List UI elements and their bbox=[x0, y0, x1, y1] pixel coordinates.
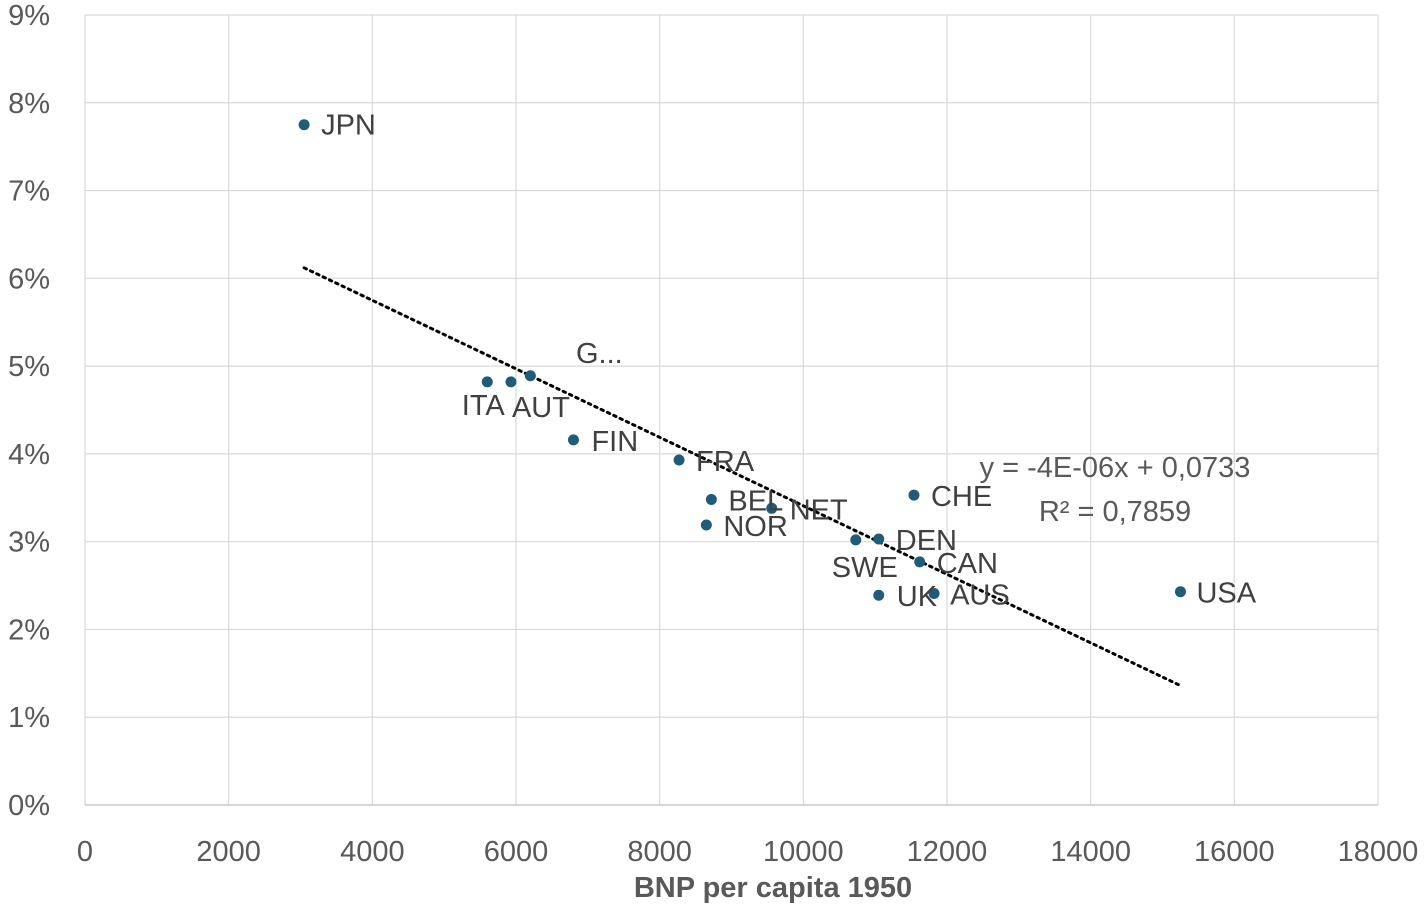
data-point bbox=[914, 556, 926, 568]
data-point bbox=[673, 454, 685, 466]
data-point bbox=[700, 519, 712, 531]
data-point bbox=[766, 502, 778, 514]
data-label: CAN bbox=[937, 548, 998, 580]
x-tick-label: 2000 bbox=[196, 836, 261, 868]
y-tick-label: 2% bbox=[8, 614, 50, 646]
y-tick-label: 4% bbox=[8, 439, 50, 471]
y-tick-label: 5% bbox=[8, 351, 50, 383]
x-tick-label: 14000 bbox=[1050, 836, 1131, 868]
y-tick-label: 8% bbox=[8, 88, 50, 120]
y-tick-label: 0% bbox=[8, 790, 50, 822]
data-label: CHE bbox=[931, 481, 992, 513]
trendline-equation: y = -4E-06x + 0,0733 bbox=[980, 452, 1251, 484]
data-point bbox=[908, 489, 920, 501]
y-tick-label: 7% bbox=[8, 176, 50, 208]
y-tick-label: 6% bbox=[8, 263, 50, 295]
data-point bbox=[298, 119, 310, 131]
x-tick-label: 4000 bbox=[340, 836, 405, 868]
trendline-r-squared: R² = 0,7859 bbox=[1039, 496, 1191, 528]
grid-lines bbox=[84, 14, 1379, 805]
data-label: FRA bbox=[696, 446, 755, 478]
data-point bbox=[567, 434, 579, 446]
data-label: BEL bbox=[728, 486, 783, 518]
y-tick-label: 1% bbox=[8, 702, 50, 734]
data-point bbox=[481, 376, 493, 388]
data-label: UK bbox=[897, 581, 938, 613]
trendline-group bbox=[302, 266, 1182, 688]
x-tick-label: 8000 bbox=[627, 836, 692, 868]
data-point bbox=[873, 533, 885, 545]
y-tick-label: 3% bbox=[8, 527, 50, 559]
x-tick-label: 18000 bbox=[1338, 836, 1419, 868]
data-label: FIN bbox=[591, 426, 638, 458]
data-label: DEN bbox=[896, 525, 957, 557]
data-point bbox=[1174, 586, 1186, 598]
y-tick-label: 9% bbox=[8, 0, 50, 32]
data-point bbox=[873, 589, 885, 601]
data-point bbox=[524, 370, 536, 382]
tick-labels: 0% 1% 2% 3% 4% 5% 6% 7% 8% 9% 0 2000 4000 6000 8000 100… bbox=[8, 0, 1418, 868]
x-tick-label: 12000 bbox=[907, 836, 988, 868]
data-label: JPN bbox=[321, 110, 376, 142]
data-point bbox=[928, 587, 940, 599]
data-label: AUS bbox=[950, 579, 1010, 611]
data-label: NET bbox=[790, 494, 848, 526]
data-label: NOR bbox=[723, 511, 787, 543]
data-label: USA bbox=[1196, 578, 1256, 610]
trendline bbox=[302, 266, 1182, 688]
data-label: ITA bbox=[462, 390, 506, 422]
data-point bbox=[705, 494, 717, 506]
data-points bbox=[298, 119, 1186, 601]
data-point bbox=[850, 534, 862, 546]
x-tick-label: 6000 bbox=[484, 836, 549, 868]
data-label: SWE bbox=[832, 552, 898, 584]
x-tick-label: 10000 bbox=[763, 836, 844, 868]
data-label: AUT bbox=[512, 392, 570, 424]
x-tick-label: 0 bbox=[77, 836, 93, 868]
data-label: G... bbox=[576, 338, 623, 370]
data-point bbox=[505, 376, 517, 388]
x-tick-label: 16000 bbox=[1194, 836, 1275, 868]
x-axis-title: BNP per capita 1950 bbox=[634, 872, 912, 904]
